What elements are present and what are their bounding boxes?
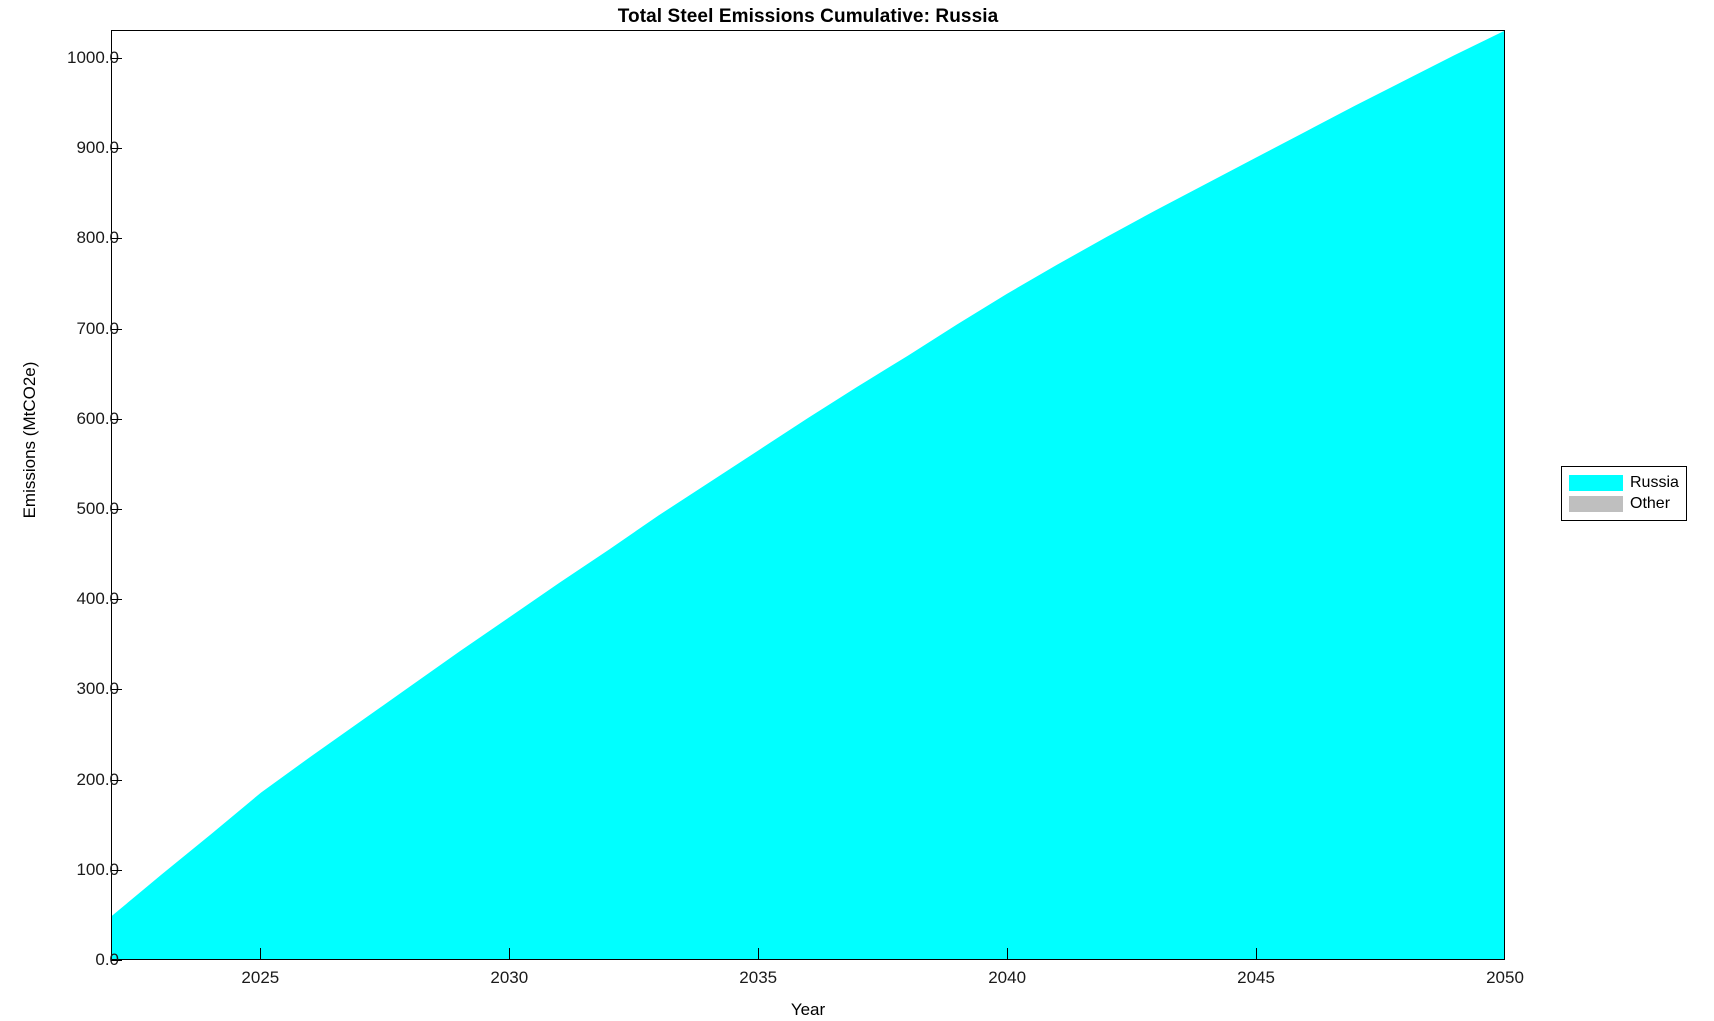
y-tick-label: 500.0 — [76, 498, 119, 518]
y-tick-mark — [111, 779, 122, 781]
x-tick-label: 2050 — [1486, 968, 1524, 987]
y-tick-label: 100.0 — [76, 859, 119, 879]
x-tick-mark — [260, 948, 262, 960]
legend-item[interactable]: Other — [1569, 493, 1679, 514]
y-tick-label: 0.0 — [95, 950, 119, 969]
area-series-russia — [112, 31, 1504, 959]
x-tick-label: 2045 — [1237, 968, 1275, 987]
chart-legend: Russia Other — [1561, 466, 1687, 521]
y-tick-label: 1000.0 — [67, 47, 119, 67]
y-tick-mark — [111, 689, 122, 691]
x-tick-label: 2030 — [490, 968, 529, 987]
x-tick-mark — [758, 948, 760, 960]
legend-item-label: Russia — [1630, 473, 1679, 491]
x-tick-mark — [1007, 948, 1009, 960]
y-tick-mark — [111, 148, 122, 150]
y-tick-mark — [111, 960, 122, 961]
y-tick-mark — [111, 418, 122, 420]
x-tick-mark — [1256, 948, 1258, 960]
plot-area — [111, 30, 1505, 960]
legend-item[interactable]: Russia — [1569, 472, 1679, 493]
area-chart-svg — [112, 31, 1504, 959]
y-tick-mark — [111, 328, 122, 330]
x-tick-label: 2025 — [241, 968, 280, 987]
legend-swatch-icon — [1569, 474, 1623, 491]
y-tick-mark — [111, 508, 122, 510]
y-tick-label: 300.0 — [76, 679, 119, 699]
legend-swatch-icon — [1569, 495, 1623, 512]
y-tick-label: 400.0 — [76, 589, 119, 609]
y-tick-mark — [111, 57, 122, 59]
x-tick-mark — [509, 948, 511, 960]
y-tick-mark — [111, 599, 122, 601]
y-tick-label: 800.0 — [76, 228, 119, 248]
y-tick-mark — [111, 869, 122, 871]
page-title: Total Steel Emissions Cumulative: Russia — [617, 6, 999, 27]
y-tick-label: 900.0 — [76, 138, 119, 158]
y-tick-label: 200.0 — [76, 769, 119, 789]
legend-item-label: Other — [1630, 494, 1671, 512]
x-tick-label: 2035 — [739, 968, 778, 987]
x-axis-label: Year — [790, 1000, 826, 1019]
y-tick-mark — [111, 238, 122, 240]
y-tick-label: 600.0 — [76, 408, 119, 428]
x-tick-label: 2040 — [988, 968, 1027, 987]
y-tick-label: 700.0 — [76, 318, 119, 338]
